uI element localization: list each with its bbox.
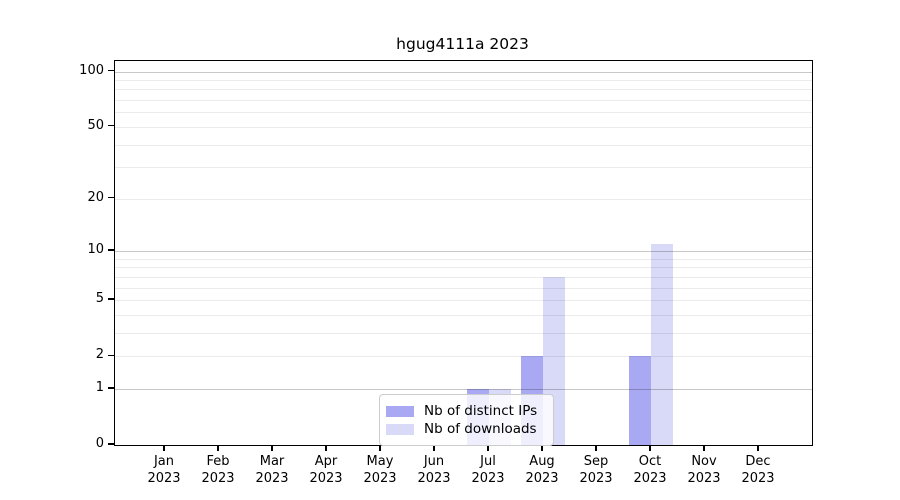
x-axis-tick-label: Apr 2023 [299,453,353,487]
x-axis-tick-label: Jul 2023 [461,453,515,487]
gridline-minor [115,144,812,146]
y-axis-tick-label: 2 [95,347,104,363]
legend: Nb of distinct IPs Nb of downloads [379,394,554,446]
month-label: Apr [314,454,338,469]
x-axis-tick-label: Aug 2023 [515,453,569,487]
y-axis-tick-label: 5 [95,291,104,306]
x-axis-tick [163,445,165,451]
gridline-minor [115,314,812,316]
y-axis-tick-label: 100 [79,62,104,78]
gridline-minor [115,267,812,269]
x-axis-tick [703,445,705,451]
year-label: 2023 [525,471,559,486]
gridline-major [115,388,812,390]
y-axis-tick [108,298,114,300]
year-label: 2023 [417,471,451,486]
gridline-major [115,250,812,252]
month-label: Jan [153,454,175,469]
gridline-minor [115,356,812,358]
month-label: Aug [529,454,555,469]
chart-title: hgug4111a 2023 [396,35,529,53]
year-label: 2023 [201,471,235,486]
y-axis-tick [108,125,114,127]
x-axis-tick [325,445,327,451]
month-label: Nov [691,454,717,469]
legend-label: Nb of distinct IPs [424,403,538,419]
x-axis-tick [595,445,597,451]
legend-swatch-icon [386,423,414,435]
gridline-minor [115,258,812,260]
gridline-minor [115,300,812,301]
month-label: Feb [206,454,230,469]
month-label: Jul [480,454,496,469]
x-axis-tick [649,445,651,451]
year-label: 2023 [255,471,289,486]
year-label: 2023 [741,471,775,486]
y-axis-tick [108,249,114,251]
year-label: 2023 [687,471,721,486]
x-axis-tick [433,445,435,451]
gridline-minor [115,89,812,91]
x-axis-tick [217,445,219,451]
x-axis-tick-label: Nov 2023 [677,453,731,487]
gridline-major [115,71,812,73]
legend-label: Nb of downloads [424,421,537,437]
year-label: 2023 [471,471,505,486]
x-axis-tick-label: Mar 2023 [245,453,299,487]
gridline-minor [115,198,812,200]
month-label: Jun [423,454,445,469]
y-axis-tick [108,387,114,389]
x-axis-tick [541,445,543,451]
year-label: 2023 [147,471,181,486]
legend-entry: Nb of downloads [386,421,545,437]
x-axis-tick-label: Dec 2023 [731,453,785,487]
gridline-minor [115,287,812,289]
x-axis-tick-label: Jun 2023 [407,453,461,487]
gridline-minor [115,100,812,101]
month-label: May [366,454,394,469]
gridline-minor [115,79,812,81]
y-axis-tick [108,197,114,199]
x-axis-tick [379,445,381,451]
y-axis-tick [108,69,114,72]
gridline-minor [115,167,812,169]
year-label: 2023 [633,471,667,486]
y-axis-tick-label: 50 [87,117,104,133]
year-label: 2023 [579,471,613,486]
bar-nb-of-distinct-ips-oct [629,356,651,445]
y-axis-tick [108,354,114,356]
month-label: Dec [745,454,771,469]
gridline-minor [115,112,812,114]
month-label: Sep [583,454,609,469]
x-axis-tick-label: Feb 2023 [191,453,245,487]
gridline-minor [115,276,812,278]
plot-area: Nb of distinct IPs Nb of downloads [114,60,813,446]
year-label: 2023 [363,471,397,486]
y-axis-tick-label: 10 [87,241,104,257]
x-axis-tick [757,445,759,451]
y-axis-tick-label: 1 [95,379,104,395]
bar-nb-of-downloads-oct [651,243,673,445]
x-axis-tick [487,445,489,451]
x-axis-tick-label: Sep 2023 [569,453,623,487]
y-axis-tick-label: 0 [95,436,104,451]
x-axis-tick-label: May 2023 [353,453,407,487]
month-label: Oct [638,454,662,469]
y-axis-tick [108,443,114,445]
gridline-minor [115,126,812,128]
legend-entry: Nb of distinct IPs [386,403,545,419]
year-label: 2023 [309,471,343,486]
x-axis-tick-label: Jan 2023 [137,453,191,487]
month-label: Mar [259,454,285,469]
gridline-minor [115,332,812,334]
x-axis-tick [271,445,273,451]
y-axis-tick-label: 20 [87,189,104,205]
x-axis-tick-label: Oct 2023 [623,453,677,487]
legend-swatch-icon [386,405,414,417]
